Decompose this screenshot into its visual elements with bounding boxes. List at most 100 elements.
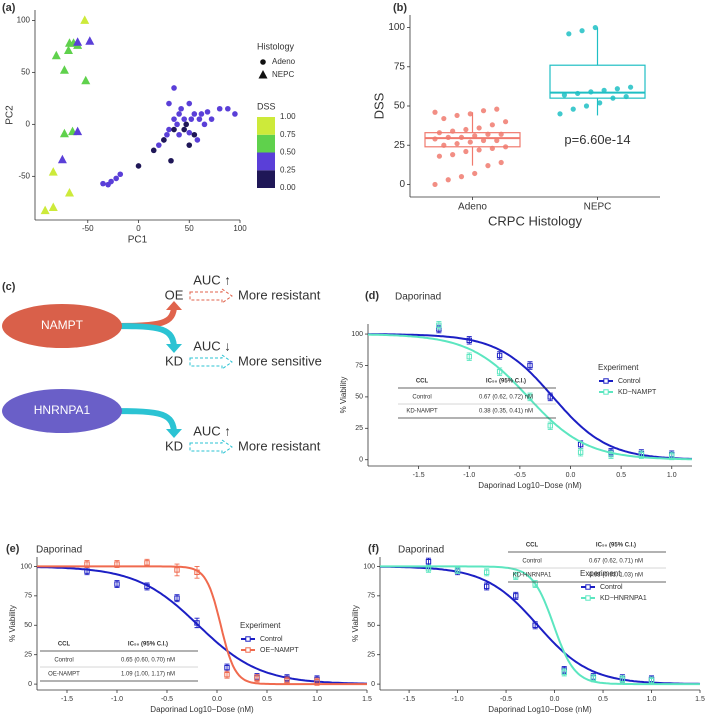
legend-label: OE−NAMPT — [260, 647, 299, 654]
point — [496, 369, 503, 375]
point — [601, 87, 607, 93]
colorbar-bin — [257, 117, 275, 135]
point — [436, 153, 443, 159]
y-tick-label: -50 — [18, 171, 30, 180]
colorbar-bin — [257, 170, 275, 188]
point — [527, 394, 533, 400]
node-label: NAMPT — [41, 318, 84, 332]
point — [80, 15, 90, 24]
table-cell: KD-NAMPT — [406, 409, 438, 415]
point — [224, 664, 230, 671]
annotation: p=6.60e-14 — [564, 132, 630, 147]
point — [638, 451, 645, 458]
branch-label: KD — [165, 353, 183, 368]
error-bar — [194, 565, 200, 579]
legend-title: Experiment — [580, 569, 621, 578]
point — [225, 105, 231, 112]
point — [59, 65, 69, 74]
x-tick-label: -1.0 — [111, 696, 123, 703]
y-tick-label: 0 — [359, 457, 363, 464]
point — [454, 112, 460, 119]
table-cell: Control — [522, 559, 541, 565]
node — [2, 304, 122, 348]
point — [201, 121, 208, 128]
point — [467, 139, 473, 145]
effect-label: More resistant — [238, 287, 321, 302]
dashed-arrow — [189, 439, 233, 455]
fit-curve — [37, 565, 367, 686]
arrow-head — [166, 344, 182, 353]
y-tick-label: 25 — [24, 652, 32, 659]
x-tick-label: -1.5 — [403, 696, 415, 703]
y-tick-label: 75 — [367, 593, 375, 600]
y-axis-label: % Viability — [339, 377, 348, 414]
point — [513, 573, 519, 579]
table-header: IC₅₀ (95% C.I.) — [486, 379, 526, 385]
point — [619, 676, 626, 683]
point — [463, 148, 469, 155]
x-tick-label: 1.0 — [667, 472, 677, 479]
point — [570, 106, 576, 112]
point — [232, 111, 238, 117]
point — [85, 36, 95, 45]
point — [183, 121, 190, 128]
colorbar-tick-label: 1.00 — [280, 112, 296, 121]
table-cell: 0.65 (0.60, 0.70) nM — [121, 658, 175, 664]
x-tick-label: 0.5 — [598, 696, 608, 703]
x-tick-label: 0.0 — [550, 696, 560, 703]
chart-title: Daporinad — [36, 545, 82, 556]
legend-label: Adeno — [272, 57, 296, 66]
table-header: CCL — [526, 543, 539, 549]
point — [171, 116, 177, 122]
x-tick-label: 0.5 — [262, 696, 272, 703]
point — [174, 121, 180, 128]
y-axis-label: % Viability — [8, 605, 17, 642]
dashed-arrow — [189, 354, 233, 370]
auc-label: AUC ↓ — [193, 338, 231, 353]
y-tick-label: 50 — [24, 622, 32, 629]
x-tick-label: -1.5 — [413, 472, 425, 479]
point — [164, 131, 170, 138]
point — [463, 126, 469, 133]
point — [81, 75, 91, 85]
point — [194, 137, 201, 143]
legend-symbol — [260, 59, 266, 65]
point — [188, 116, 195, 122]
x-tick-label: 50 — [185, 224, 194, 233]
point — [494, 137, 500, 144]
table-cell: 0.38 (0.35, 0.41) nM — [479, 409, 533, 415]
point — [117, 171, 124, 178]
chart-title: Daporinad — [398, 545, 444, 556]
x-tick-label: 0.0 — [566, 472, 576, 479]
dashed-arrow — [189, 288, 233, 304]
point — [513, 593, 519, 599]
branch-label: OE — [165, 287, 184, 302]
x-axis-label: CRPC Histology — [488, 213, 582, 228]
point — [191, 131, 198, 138]
point — [425, 559, 432, 565]
point — [498, 159, 504, 166]
arrow-head — [166, 301, 182, 310]
point — [466, 353, 472, 360]
legend-label: Control — [260, 636, 283, 643]
point — [485, 163, 491, 169]
colorbar-bin — [257, 152, 275, 171]
point — [194, 620, 200, 626]
node-label: HNRNPA1 — [34, 403, 91, 417]
x-tick-label: -0.5 — [161, 696, 173, 703]
colorbar-tick-label: 0.25 — [280, 165, 296, 174]
point — [467, 111, 473, 117]
legend-marker — [603, 389, 609, 395]
y-tick-label: 75 — [394, 61, 406, 72]
point — [592, 24, 598, 31]
point — [48, 167, 58, 176]
point — [100, 180, 106, 187]
fit-curve — [37, 566, 367, 685]
point — [588, 89, 594, 95]
point — [472, 133, 478, 139]
point — [114, 561, 120, 567]
point — [485, 131, 491, 137]
branch-label: KD — [165, 438, 183, 453]
point — [254, 675, 260, 681]
point — [181, 116, 187, 122]
